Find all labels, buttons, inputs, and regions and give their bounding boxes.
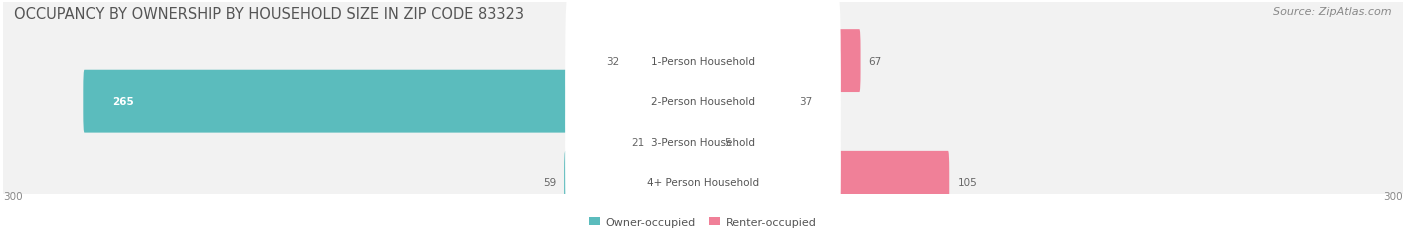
FancyBboxPatch shape (565, 72, 841, 213)
Text: Source: ZipAtlas.com: Source: ZipAtlas.com (1274, 7, 1392, 17)
Text: 21: 21 (631, 137, 644, 147)
FancyBboxPatch shape (702, 70, 790, 133)
Text: 5: 5 (724, 137, 731, 147)
FancyBboxPatch shape (652, 111, 704, 173)
FancyBboxPatch shape (702, 151, 949, 214)
Text: 2-Person Household: 2-Person Household (651, 97, 755, 107)
Text: 300: 300 (1384, 191, 1403, 201)
FancyBboxPatch shape (83, 70, 704, 133)
FancyBboxPatch shape (565, 112, 841, 231)
Text: 105: 105 (957, 178, 977, 188)
FancyBboxPatch shape (627, 30, 704, 93)
Text: 67: 67 (869, 56, 882, 66)
Text: 37: 37 (799, 97, 811, 107)
Text: 4+ Person Household: 4+ Person Household (647, 178, 759, 188)
Text: 265: 265 (112, 97, 134, 107)
FancyBboxPatch shape (702, 30, 860, 93)
FancyBboxPatch shape (702, 111, 716, 173)
Legend: Owner-occupied, Renter-occupied: Owner-occupied, Renter-occupied (585, 212, 821, 231)
Text: OCCUPANCY BY OWNERSHIP BY HOUSEHOLD SIZE IN ZIP CODE 83323: OCCUPANCY BY OWNERSHIP BY HOUSEHOLD SIZE… (14, 7, 524, 22)
FancyBboxPatch shape (564, 151, 704, 214)
Text: 32: 32 (606, 56, 619, 66)
Text: 1-Person Household: 1-Person Household (651, 56, 755, 66)
FancyBboxPatch shape (565, 0, 841, 132)
FancyBboxPatch shape (565, 31, 841, 172)
FancyBboxPatch shape (0, 36, 1406, 231)
Text: 300: 300 (3, 191, 22, 201)
FancyBboxPatch shape (0, 77, 1406, 231)
FancyBboxPatch shape (0, 0, 1406, 158)
FancyBboxPatch shape (0, 0, 1406, 198)
Text: 59: 59 (543, 178, 555, 188)
Text: 3-Person Household: 3-Person Household (651, 137, 755, 147)
